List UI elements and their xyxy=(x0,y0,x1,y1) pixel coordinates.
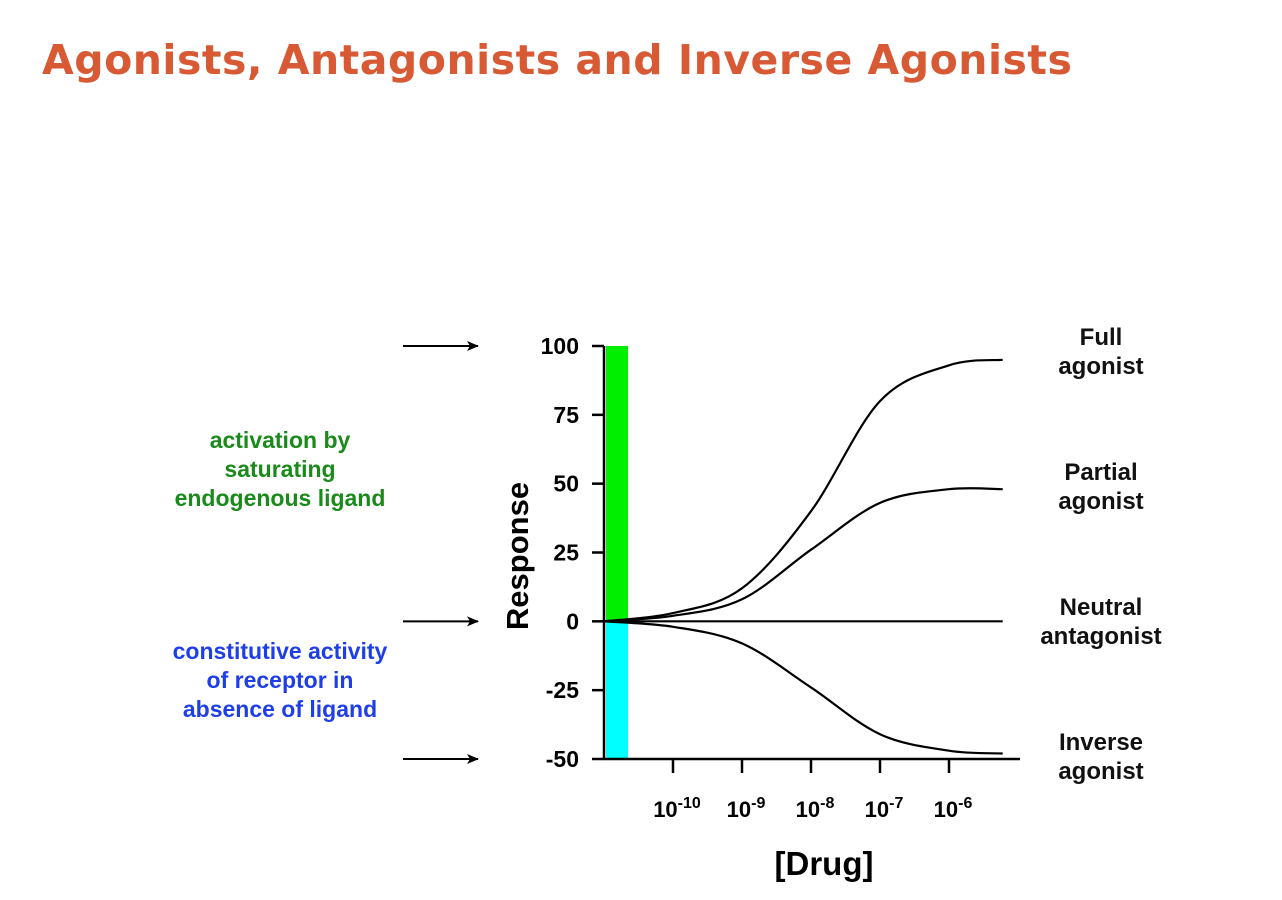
series-label-line: agonist xyxy=(1058,758,1144,785)
partial-agonist-label: Partial agonist xyxy=(1016,458,1186,516)
full-agonist-curve xyxy=(603,358,1003,623)
y-tick-label: 75 xyxy=(553,402,579,428)
endogenous-note-line: endogenous ligand xyxy=(174,485,386,511)
response-curves xyxy=(603,358,1003,755)
series-label-line: agonist xyxy=(1058,488,1144,515)
x-tick-label: 10-8 xyxy=(796,795,835,822)
series-label-line: agonist xyxy=(1058,353,1144,380)
y-tick-label: 100 xyxy=(541,333,579,359)
neutral-antagonist-label: Neutral antagonist xyxy=(1016,593,1186,651)
y-tick-label: 25 xyxy=(553,540,579,566)
constitutive-note-line: of receptor in xyxy=(206,667,354,693)
y-tick-label: -50 xyxy=(546,746,579,772)
reference-arrows xyxy=(403,341,479,764)
constitutive-note-line: absence of ligand xyxy=(182,696,378,722)
x-tick-label: 10-10 xyxy=(653,795,701,822)
inverse-agonist-label: Inverse agonist xyxy=(1016,728,1186,786)
constitutive-note-line: constitutive activity xyxy=(172,638,388,664)
y-axis-label: Response xyxy=(500,482,535,630)
endogenous-note-line: activation by xyxy=(209,427,351,453)
response-bars xyxy=(606,346,628,759)
endogenous-note-line: saturating xyxy=(224,456,336,482)
series-label-line: Inverse xyxy=(1058,729,1144,756)
series-label-line: Neutral xyxy=(1059,594,1143,621)
inverse-agonist-curve xyxy=(603,620,1003,755)
y-tick-label: -25 xyxy=(546,677,579,703)
partial-agonist-curve xyxy=(603,487,1003,623)
x-tick-label: 10-9 xyxy=(727,795,766,822)
axes xyxy=(602,346,1020,761)
x-tick-label: 10-6 xyxy=(934,795,973,822)
full-agonist-label: Full agonist xyxy=(1016,323,1186,381)
y-tick-label: 50 xyxy=(553,471,579,497)
slide-title: Agonists, Antagonists and Inverse Agonis… xyxy=(42,36,1073,84)
series-label-line: antagonist xyxy=(1040,623,1162,650)
x-tick-label: 10-7 xyxy=(865,795,904,822)
endogenous-activation-bar xyxy=(606,346,628,622)
y-tick-label: 0 xyxy=(566,608,579,634)
endogenous-activation-note: activation by saturating endogenous liga… xyxy=(130,426,430,513)
x-axis-ticks: 10-10 10-9 10-8 10-7 10-6 xyxy=(653,759,972,822)
series-label-line: Full xyxy=(1079,324,1123,351)
x-axis-label: [Drug] xyxy=(775,845,874,882)
series-label-line: Partial xyxy=(1064,459,1138,486)
constitutive-activity-bar xyxy=(606,621,628,759)
constitutive-activity-note: constitutive activity of receptor in abs… xyxy=(130,637,430,724)
y-axis-ticks: 100 75 50 25 0 -25 -50 xyxy=(541,333,604,772)
